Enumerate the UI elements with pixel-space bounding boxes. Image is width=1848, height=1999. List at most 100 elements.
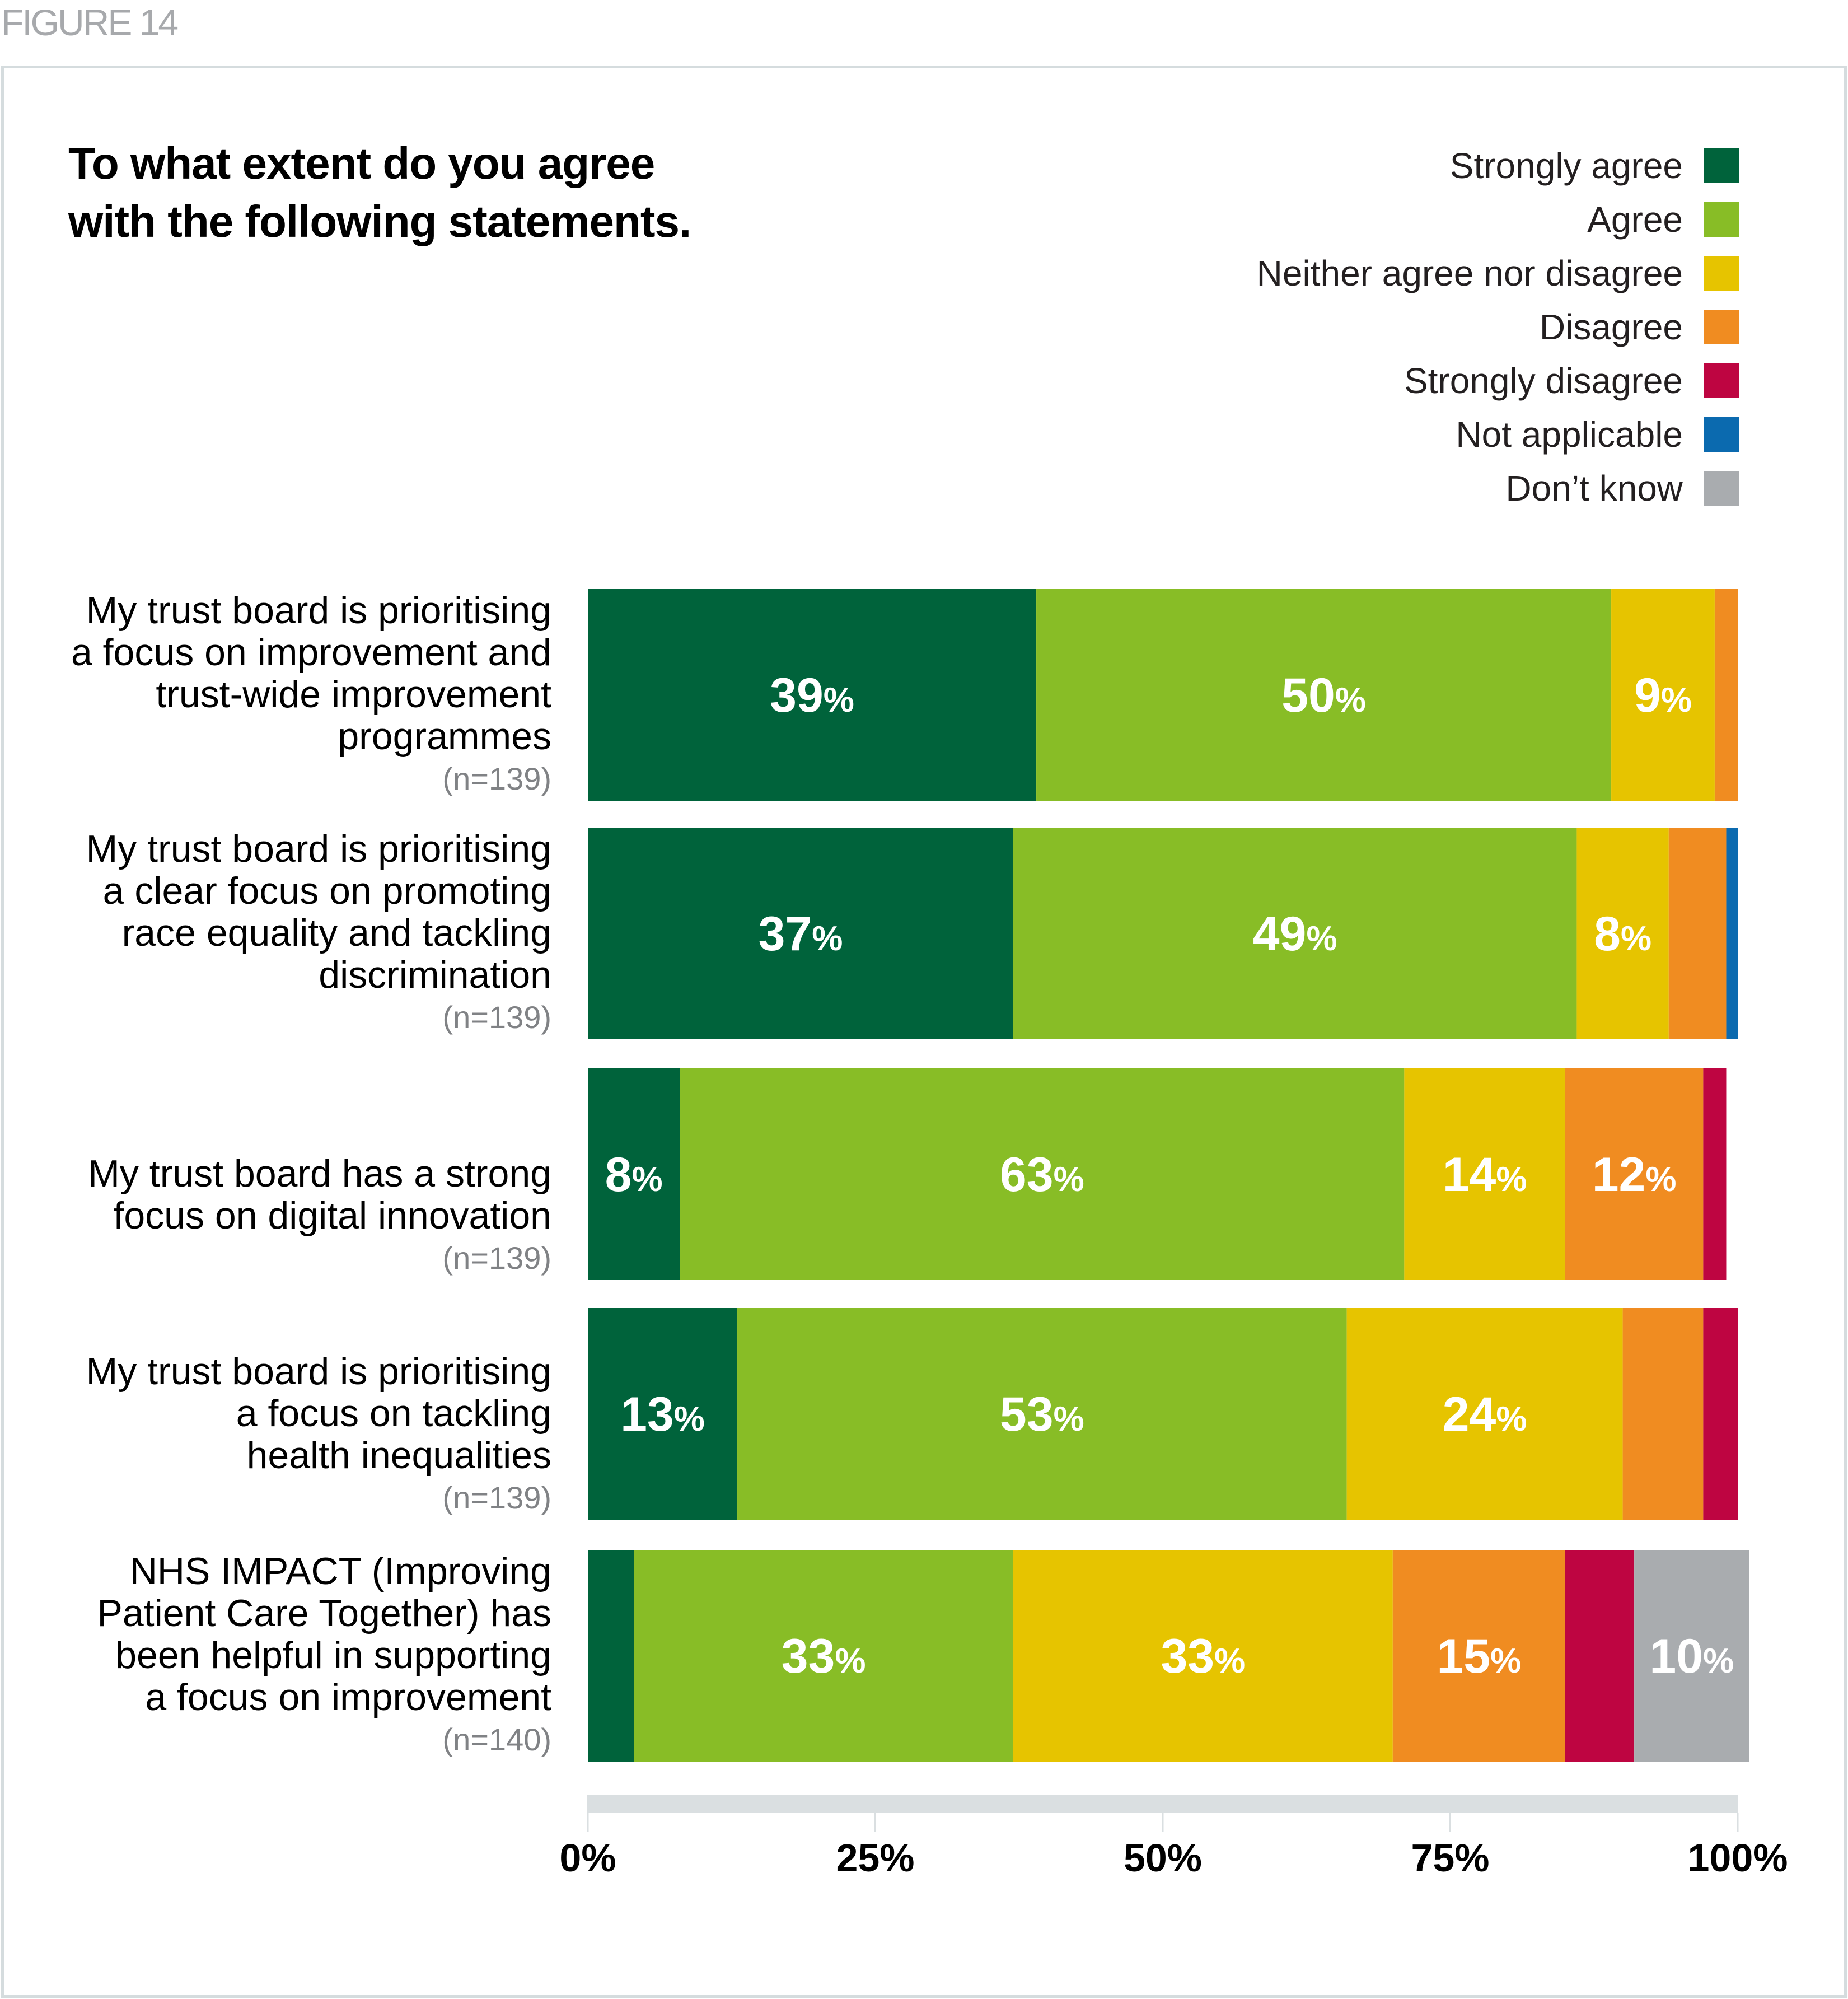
category-label-line: health inequalities: [246, 1434, 551, 1477]
x-tick-label: 75%: [1411, 1836, 1489, 1880]
data-label: 33%: [1161, 1629, 1245, 1683]
bar-segment-agree: [1013, 828, 1577, 1039]
data-label: 39%: [770, 669, 854, 722]
sample-size: (n=140): [442, 1722, 551, 1757]
bar-segment-agree: [680, 1068, 1405, 1280]
data-label: 12%: [1592, 1148, 1677, 1202]
x-tick-label: 50%: [1124, 1836, 1202, 1880]
bar-segment-agree: [737, 1308, 1347, 1520]
data-label: 8%: [605, 1148, 663, 1202]
square-swatch-icon: [1704, 148, 1739, 183]
legend-item-not-applicable: Not applicable: [1257, 408, 1739, 461]
bar-segment-strongly-agree: [588, 589, 1037, 801]
bar-segment-not-applicable: [1726, 828, 1738, 1039]
bar-segment-disagree: [1622, 1308, 1704, 1520]
chart-title-line: with the following statements.: [68, 197, 691, 246]
category-label-line: NHS IMPACT (Improving: [129, 1550, 551, 1592]
bar-segment-strongly-disagree: [1703, 1308, 1738, 1520]
x-axis-band: [587, 1795, 1738, 1813]
category-label: My trust board is prioritising a focus on…: [34, 1351, 551, 1519]
x-tick-label: 100%: [1687, 1836, 1788, 1880]
legend-label: Strongly disagree: [1403, 361, 1683, 401]
bar-segment-disagree: [1714, 589, 1738, 801]
category-label-line: My trust board has a strong: [88, 1152, 551, 1195]
data-label: 10%: [1649, 1629, 1734, 1683]
sample-size: (n=139): [442, 1000, 551, 1035]
bar-segment-neither-agree-nor-disagree: [1576, 828, 1669, 1039]
chart-title-line: To what extent do you agree: [68, 138, 655, 188]
square-swatch-icon: [1704, 310, 1739, 344]
bar-segment-don-t-know: [1634, 1550, 1749, 1762]
bar-segment-strongly-agree: [588, 828, 1013, 1039]
category-label-line: a focus on tackling: [236, 1392, 551, 1435]
chart-title: To what extent do you agree with the fol…: [68, 134, 691, 251]
category-label: My trust board is prioritising a focus on…: [34, 590, 551, 800]
legend-item-strongly-disagree: Strongly disagree: [1257, 354, 1739, 408]
bar-segment-strongly-agree: [588, 1068, 680, 1280]
legend-item-dont-know: Don’t know: [1257, 461, 1739, 515]
legend-label: Not applicable: [1456, 414, 1683, 455]
legend-label: Agree: [1587, 199, 1683, 240]
data-label: 8%: [1594, 907, 1651, 961]
category-label: My trust board is prioritising a clear fo…: [34, 828, 551, 1038]
bar-segment-disagree: [1668, 828, 1727, 1039]
bar-segment-neither-agree-nor-disagree: [1404, 1068, 1565, 1280]
category-label-line: programmes: [338, 715, 551, 758]
data-label: 24%: [1443, 1388, 1527, 1441]
bar-segment-agree: [1036, 589, 1612, 801]
square-swatch-icon: [1704, 417, 1739, 452]
data-label: 33%: [782, 1629, 866, 1683]
category-label: NHS IMPACT (Improving Patient Care Togeth…: [34, 1550, 551, 1760]
category-label-line: My trust board is prioritising: [86, 828, 551, 870]
data-label: 63%: [1000, 1148, 1084, 1202]
legend-label: Don’t know: [1505, 468, 1683, 508]
category-label-line: a clear focus on promoting: [102, 870, 551, 912]
category-label-line: been helpful in supporting: [115, 1634, 551, 1676]
bar-segment-neither-agree-nor-disagree: [1611, 589, 1715, 801]
legend-item-disagree: Disagree: [1257, 300, 1739, 354]
bar-segment-strongly-disagree: [1565, 1550, 1635, 1762]
category-label-line: Patient Care Together) has: [97, 1592, 551, 1634]
category-label-line: My trust board is prioritising: [86, 589, 551, 632]
square-swatch-icon: [1704, 202, 1739, 237]
bar-segment-strongly-agree: [588, 1308, 738, 1520]
legend-item-strongly-agree: Strongly agree: [1257, 139, 1739, 193]
data-label: 53%: [1000, 1388, 1084, 1441]
legend-label: Disagree: [1539, 307, 1683, 347]
category-label: My trust board has a strong focus on digi…: [34, 1153, 551, 1279]
data-label: 13%: [620, 1388, 705, 1441]
bar-segment-strongly-disagree: [1703, 1068, 1727, 1280]
figure-label: FIGURE 14: [1, 2, 179, 43]
category-label-line: My trust board is prioritising: [86, 1350, 551, 1393]
category-label-line: a focus on improvement and: [71, 631, 551, 674]
square-swatch-icon: [1704, 256, 1739, 291]
legend: Strongly agree Agree Neither agree nor d…: [1257, 139, 1739, 515]
category-label-line: focus on digital innovation: [113, 1194, 551, 1237]
square-swatch-icon: [1704, 363, 1739, 398]
sample-size: (n=139): [442, 761, 551, 796]
data-label: 9%: [1634, 669, 1692, 722]
sample-size: (n=139): [442, 1480, 551, 1515]
category-label-line: a focus on improvement: [145, 1676, 551, 1718]
bar-segment-agree: [634, 1550, 1013, 1762]
legend-label: Strongly agree: [1449, 146, 1683, 186]
legend-item-neither: Neither agree nor disagree: [1257, 246, 1739, 300]
category-label-line: race equality and tackling: [121, 912, 551, 954]
bar-segment-neither-agree-nor-disagree: [1346, 1308, 1623, 1520]
legend-item-agree: Agree: [1257, 193, 1739, 246]
data-label: 49%: [1253, 907, 1337, 961]
x-tick-label: 25%: [836, 1836, 914, 1880]
data-label: 14%: [1443, 1148, 1527, 1202]
bar-segment-disagree: [1565, 1068, 1704, 1280]
data-label: 50%: [1281, 669, 1366, 722]
data-label: 37%: [759, 907, 843, 961]
legend-label: Neither agree nor disagree: [1256, 253, 1683, 293]
category-label-line: trust-wide improvement: [156, 673, 551, 716]
bar-segment-neither-agree-nor-disagree: [1013, 1550, 1393, 1762]
chart-frame: [1, 66, 1847, 1998]
data-label: 15%: [1437, 1629, 1521, 1683]
category-label-line: discrimination: [319, 954, 551, 996]
square-swatch-icon: [1704, 471, 1739, 506]
sample-size: (n=139): [442, 1240, 551, 1276]
